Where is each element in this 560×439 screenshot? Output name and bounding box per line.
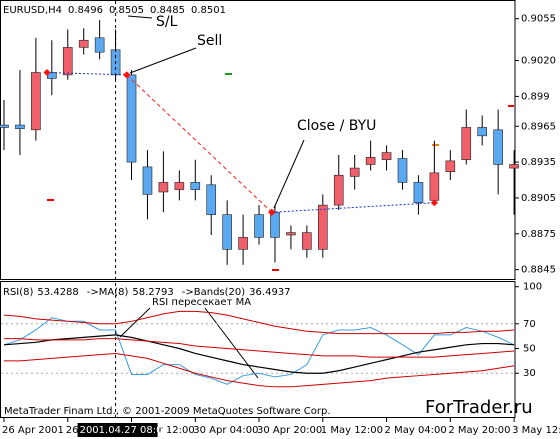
candle-body bbox=[413, 182, 424, 204]
candle-body bbox=[158, 182, 169, 193]
candle-body bbox=[222, 214, 232, 250]
trade-marker bbox=[123, 71, 131, 79]
trade-marker bbox=[430, 199, 438, 207]
candle-body bbox=[381, 152, 392, 161]
candle-body bbox=[429, 172, 440, 201]
y-tick-label: 0.899 bbox=[521, 91, 550, 102]
footer: MetaTrader Finam Ltd., © 2001-2009 MetaQ… bbox=[4, 406, 331, 417]
trade-line bbox=[126, 74, 273, 213]
y-tick-label: 30 bbox=[523, 368, 536, 379]
annotation: Close / BYU bbox=[297, 118, 376, 134]
y-tick-label: 0.8845 bbox=[521, 265, 556, 276]
x-tick-label: 3 May 12:00 bbox=[512, 425, 560, 436]
trade-marker bbox=[268, 208, 276, 216]
series-line bbox=[4, 338, 515, 358]
series-name: ->Bands(20) bbox=[182, 287, 245, 298]
x-tick-label: 27 Apr 12:00 bbox=[130, 425, 195, 436]
indicator-panel bbox=[0, 281, 516, 418]
candle-body bbox=[445, 160, 456, 172]
trade-line bbox=[271, 202, 435, 213]
y-tick-label: 100 bbox=[523, 282, 542, 293]
symbol: EURUSD,H4 bbox=[3, 5, 62, 16]
candle-body bbox=[302, 232, 312, 250]
x-tick-label: 30 Apr 04:00 bbox=[193, 425, 258, 436]
candle-body bbox=[493, 129, 503, 165]
x-tick-label: 2 May 20:00 bbox=[448, 425, 510, 436]
y-tick-label: 0.9020 bbox=[521, 56, 556, 67]
candle-body bbox=[317, 204, 328, 250]
series-name: RSI(8) bbox=[3, 287, 34, 298]
candle-body bbox=[477, 127, 488, 137]
candle-body bbox=[126, 74, 137, 163]
y-tick-label: 0.8905 bbox=[521, 193, 556, 204]
series-line bbox=[3, 310, 515, 335]
series-current: 58.2793 bbox=[132, 287, 173, 298]
y-tick-label: 0.9055 bbox=[521, 14, 556, 25]
series-current: 53.4288 bbox=[37, 287, 78, 298]
main-panel bbox=[0, 0, 516, 280]
header: EURUSD,H4 0.8496 0.8505 0.8485 0.8501 bbox=[3, 5, 226, 16]
series-line bbox=[3, 317, 515, 385]
series-line bbox=[3, 334, 515, 374]
annotation: RSI пересекает MA bbox=[152, 297, 251, 308]
candle-body bbox=[142, 166, 153, 195]
cross-connector bbox=[119, 307, 151, 338]
x-tick-label: 2 May 04:00 bbox=[385, 425, 447, 436]
candle-body bbox=[190, 182, 201, 190]
candle-body bbox=[333, 174, 344, 206]
candle-body bbox=[509, 164, 519, 169]
series-current: 36.4937 bbox=[249, 287, 290, 298]
x-tick-label: 30 Apr 20:00 bbox=[257, 425, 322, 436]
candle-body bbox=[270, 211, 280, 238]
crosshair-label-bg bbox=[77, 423, 158, 437]
candle-body bbox=[365, 157, 376, 165]
y-tick-label: 50 bbox=[523, 344, 536, 355]
candle-body bbox=[78, 39, 89, 48]
watermark: ForTrader.ru bbox=[425, 397, 533, 418]
ohlc-value: 0.8505 bbox=[109, 5, 144, 16]
series-line bbox=[4, 352, 515, 388]
cross-connector bbox=[204, 307, 259, 379]
close-connector bbox=[273, 139, 305, 209]
annotation: S/L bbox=[156, 14, 178, 30]
candle-body bbox=[15, 124, 25, 129]
y-tick-label: 70 bbox=[523, 319, 536, 330]
y-tick-label: 0.8965 bbox=[521, 121, 556, 132]
candle-body bbox=[461, 127, 472, 161]
series-name: ->MA(8) bbox=[87, 287, 129, 298]
sell-connector bbox=[129, 47, 197, 74]
ohlc-value: 0.8501 bbox=[191, 5, 226, 16]
trade-line bbox=[47, 71, 127, 76]
candle-body bbox=[254, 214, 264, 238]
candle-body bbox=[0, 124, 9, 128]
crosshair-label: 2001.04.27 08:00 bbox=[80, 425, 169, 436]
candle-body bbox=[206, 184, 217, 215]
y-tick-label: 0.8935 bbox=[521, 157, 556, 168]
indicator-header: RSI(8) 53.4288 ->MA(8) 58.2793 ->Bands(20) 36… bbox=[3, 287, 291, 298]
candle-body bbox=[238, 237, 248, 250]
candle-body bbox=[286, 232, 296, 236]
candle-body bbox=[397, 158, 408, 183]
sl-connector bbox=[127, 15, 153, 19]
candle-body bbox=[174, 182, 185, 190]
candle-body bbox=[349, 167, 360, 177]
candle-body bbox=[62, 47, 73, 76]
ohlc-value: 0.8485 bbox=[150, 5, 185, 16]
ohlc-value: 0.8496 bbox=[68, 5, 103, 16]
x-tick-label: 1 May 12:00 bbox=[321, 425, 383, 436]
candle-body bbox=[94, 37, 105, 53]
x-tick-label: 26 Apr 2001 bbox=[2, 425, 64, 436]
candle-body bbox=[31, 72, 41, 131]
y-tick-label: 0.8875 bbox=[521, 229, 556, 240]
annotation: Sell bbox=[197, 33, 222, 49]
